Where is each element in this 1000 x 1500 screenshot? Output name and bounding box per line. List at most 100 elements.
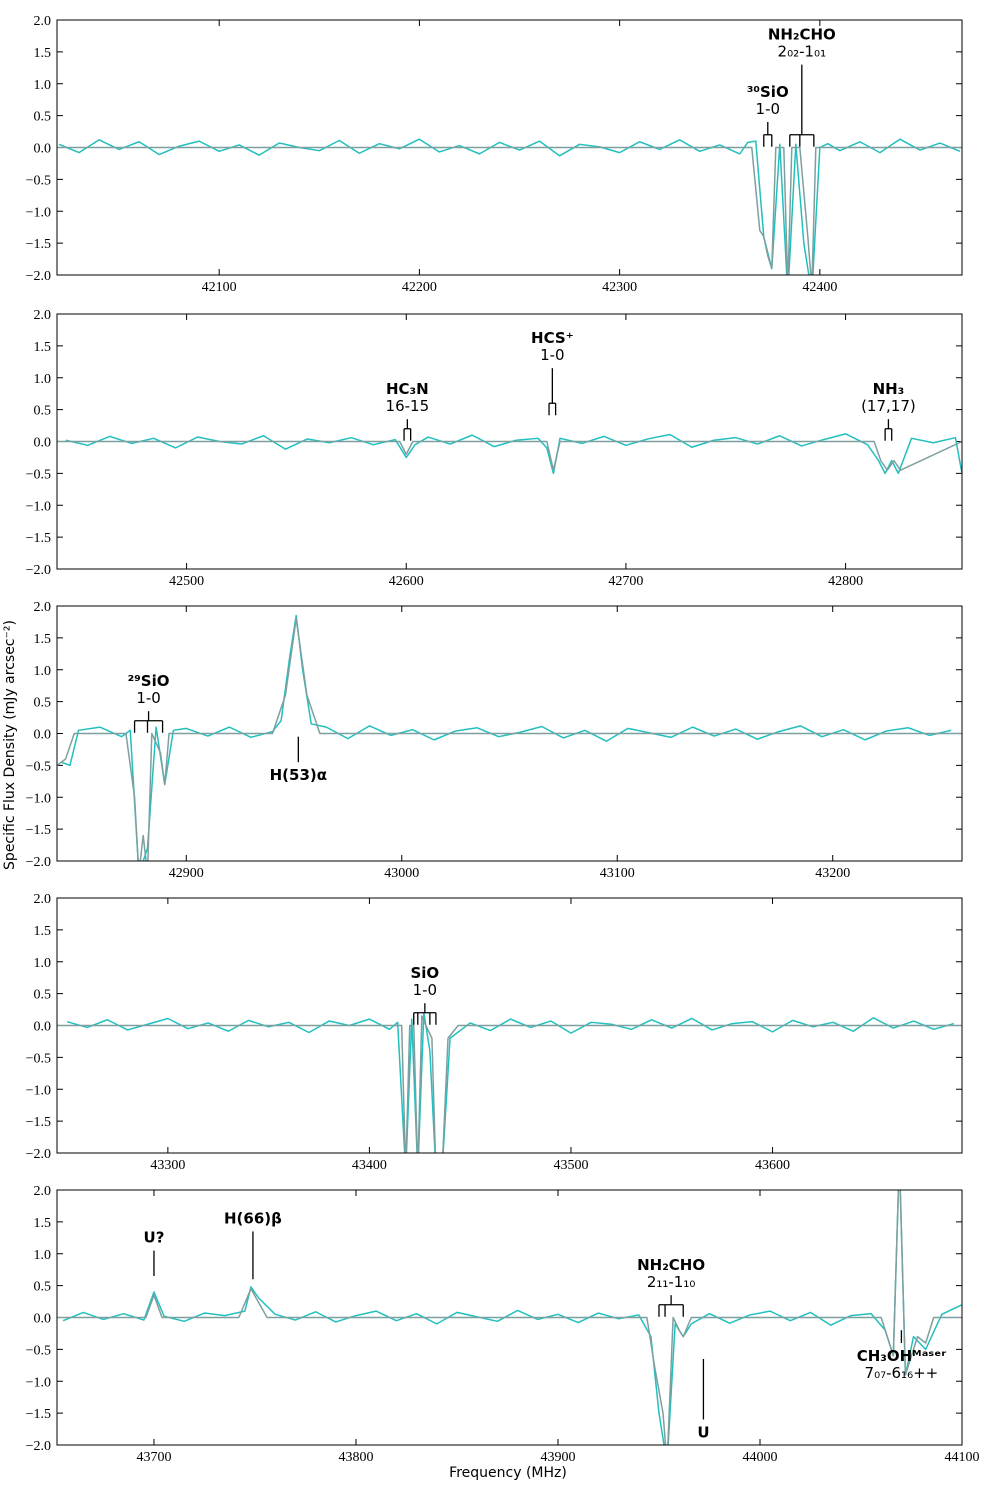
y-tick-label: −2.0 bbox=[26, 1439, 51, 1454]
panel: −2.0 −1.5 −1.0 −0.5 0.0 0.5 1.0 1.5 2.0 43700 4380… bbox=[26, 1184, 980, 1465]
y-tick-label: 2.0 bbox=[34, 600, 52, 615]
x-tick-label: 42700 bbox=[608, 574, 643, 589]
y-tick-label: −0.5 bbox=[26, 1343, 51, 1358]
x-tick-label: 42500 bbox=[169, 574, 204, 589]
y-tick-label: 1.0 bbox=[34, 372, 52, 387]
y-tick-label: 1.5 bbox=[34, 46, 52, 61]
y-tick-label: 1.0 bbox=[34, 78, 52, 93]
y-tick-label: −1.0 bbox=[26, 205, 51, 220]
y-tick-label: 2.0 bbox=[34, 14, 52, 29]
y-tick-label: −1.0 bbox=[26, 1375, 51, 1390]
annotation-label: NH₂CHO bbox=[768, 26, 836, 44]
y-tick-label: 1.5 bbox=[34, 632, 52, 647]
y-tick-label: 1.5 bbox=[34, 340, 52, 355]
y-tick-label: 2.0 bbox=[34, 892, 52, 907]
spectrum-line bbox=[57, 1190, 962, 1445]
annotation-label: CH₃OHᴹᵃˢᵉʳ bbox=[857, 1347, 947, 1365]
y-tick-label: 1.0 bbox=[34, 1248, 52, 1263]
annotation-label: 16-15 bbox=[386, 397, 430, 415]
y-tick-label: 0.5 bbox=[34, 696, 52, 711]
y-tick-label: 2.0 bbox=[34, 1184, 52, 1199]
plot-area bbox=[57, 138, 962, 275]
y-tick-label: 0.0 bbox=[34, 436, 52, 451]
frame bbox=[56, 1189, 963, 1446]
spectrum-line bbox=[57, 440, 962, 471]
frame bbox=[56, 313, 963, 570]
y-tick-label: 2.0 bbox=[34, 308, 52, 323]
x-tick-label: 43300 bbox=[150, 1158, 185, 1173]
y-tick-label: 0.0 bbox=[34, 1020, 52, 1035]
y-tick-label: −1.5 bbox=[26, 531, 51, 546]
x-tick-label: 43100 bbox=[600, 866, 635, 881]
y-tick-label: −1.5 bbox=[26, 237, 51, 252]
x-tick-label: 43400 bbox=[352, 1158, 387, 1173]
x-tick-label: 42100 bbox=[202, 280, 237, 295]
annotation-label: 7₀₇-6₁₆++ bbox=[865, 1364, 939, 1382]
x-tick-label: 43900 bbox=[540, 1450, 575, 1465]
y-tick-label: −2.0 bbox=[26, 1147, 51, 1162]
y-tick-label: −1.5 bbox=[26, 1407, 51, 1422]
annotation-label: U? bbox=[144, 1229, 165, 1247]
panel: −2.0 −1.5 −1.0 −0.5 0.0 0.5 1.0 1.5 2.0 42100 4220… bbox=[26, 14, 963, 295]
y-tick-label: 0.5 bbox=[34, 988, 52, 1003]
frame bbox=[56, 605, 963, 862]
annotation-label: HC₃N bbox=[386, 380, 429, 398]
x-axis-label: Frequency (MHz) bbox=[449, 1465, 567, 1481]
annotation-label: 2₁₁-1₁₀ bbox=[647, 1273, 696, 1291]
x-tick-label: 42300 bbox=[602, 280, 637, 295]
y-tick-label: 1.5 bbox=[34, 1216, 52, 1231]
annotation-label: ³⁰SiO bbox=[747, 83, 789, 101]
y-tick-label: 1.5 bbox=[34, 924, 52, 939]
frame bbox=[56, 19, 963, 276]
y-tick-label: 1.0 bbox=[34, 956, 52, 971]
spectrum-line bbox=[62, 1190, 962, 1445]
annotation-label: NH₃ bbox=[873, 380, 905, 398]
y-tick-label: 0.5 bbox=[34, 404, 52, 419]
annotation-label: 1-0 bbox=[540, 346, 565, 364]
y-tick-label: −2.0 bbox=[26, 855, 51, 870]
x-tick-label: 43600 bbox=[755, 1158, 790, 1173]
annotation-label: 1-0 bbox=[413, 981, 438, 999]
y-tick-label: 0.0 bbox=[34, 728, 52, 743]
y-axis-label: Specific Flux Density (mJy arcsec⁻²) bbox=[2, 620, 18, 870]
annotation-label: NH₂CHO bbox=[637, 1256, 705, 1274]
annotation-label: (17,17) bbox=[861, 397, 916, 415]
x-tick-label: 42400 bbox=[802, 280, 837, 295]
x-tick-label: 43700 bbox=[136, 1450, 171, 1465]
annotation-label: 1-0 bbox=[136, 689, 161, 707]
annotation-label: SiO bbox=[410, 964, 439, 982]
annotation-label: H(66)β bbox=[224, 1209, 282, 1227]
x-tick-label: 42800 bbox=[828, 574, 863, 589]
spectrum-line bbox=[57, 618, 962, 861]
frame bbox=[56, 897, 963, 1154]
y-tick-label: −0.5 bbox=[26, 467, 51, 482]
x-tick-label: 43800 bbox=[338, 1450, 373, 1465]
y-tick-label: −0.5 bbox=[26, 173, 51, 188]
panel: −2.0 −1.5 −1.0 −0.5 0.0 0.5 1.0 1.5 2.0 42900 4300… bbox=[26, 600, 963, 881]
y-tick-label: 0.0 bbox=[34, 142, 52, 157]
x-tick-label: 43000 bbox=[384, 866, 419, 881]
y-tick-label: −1.5 bbox=[26, 823, 51, 838]
spectrum-line bbox=[57, 146, 962, 275]
annotation-label: ²⁹SiO bbox=[128, 672, 170, 690]
spectrum-line bbox=[66, 1012, 955, 1153]
annotation-label: HCS⁺ bbox=[531, 329, 574, 347]
panel: −2.0 −1.5 −1.0 −0.5 0.0 0.5 1.0 1.5 2.0 43300 4340… bbox=[26, 892, 963, 1173]
y-tick-label: −2.0 bbox=[26, 269, 51, 284]
plot-area bbox=[57, 614, 962, 861]
x-tick-label: 42200 bbox=[402, 280, 437, 295]
spectrum-line bbox=[57, 1015, 962, 1153]
x-tick-label: 44100 bbox=[945, 1450, 980, 1465]
y-tick-label: −0.5 bbox=[26, 1051, 51, 1066]
y-tick-label: −1.0 bbox=[26, 791, 51, 806]
x-tick-label: 43200 bbox=[815, 866, 850, 881]
plot-area bbox=[57, 1012, 962, 1153]
annotation-label: H(53)α bbox=[270, 766, 327, 784]
y-tick-label: 1.0 bbox=[34, 664, 52, 679]
plot-area bbox=[57, 1190, 962, 1445]
x-tick-label: 44000 bbox=[742, 1450, 777, 1465]
x-tick-label: 42900 bbox=[169, 866, 204, 881]
y-tick-label: 0.0 bbox=[34, 1312, 52, 1327]
x-tick-label: 43500 bbox=[553, 1158, 588, 1173]
